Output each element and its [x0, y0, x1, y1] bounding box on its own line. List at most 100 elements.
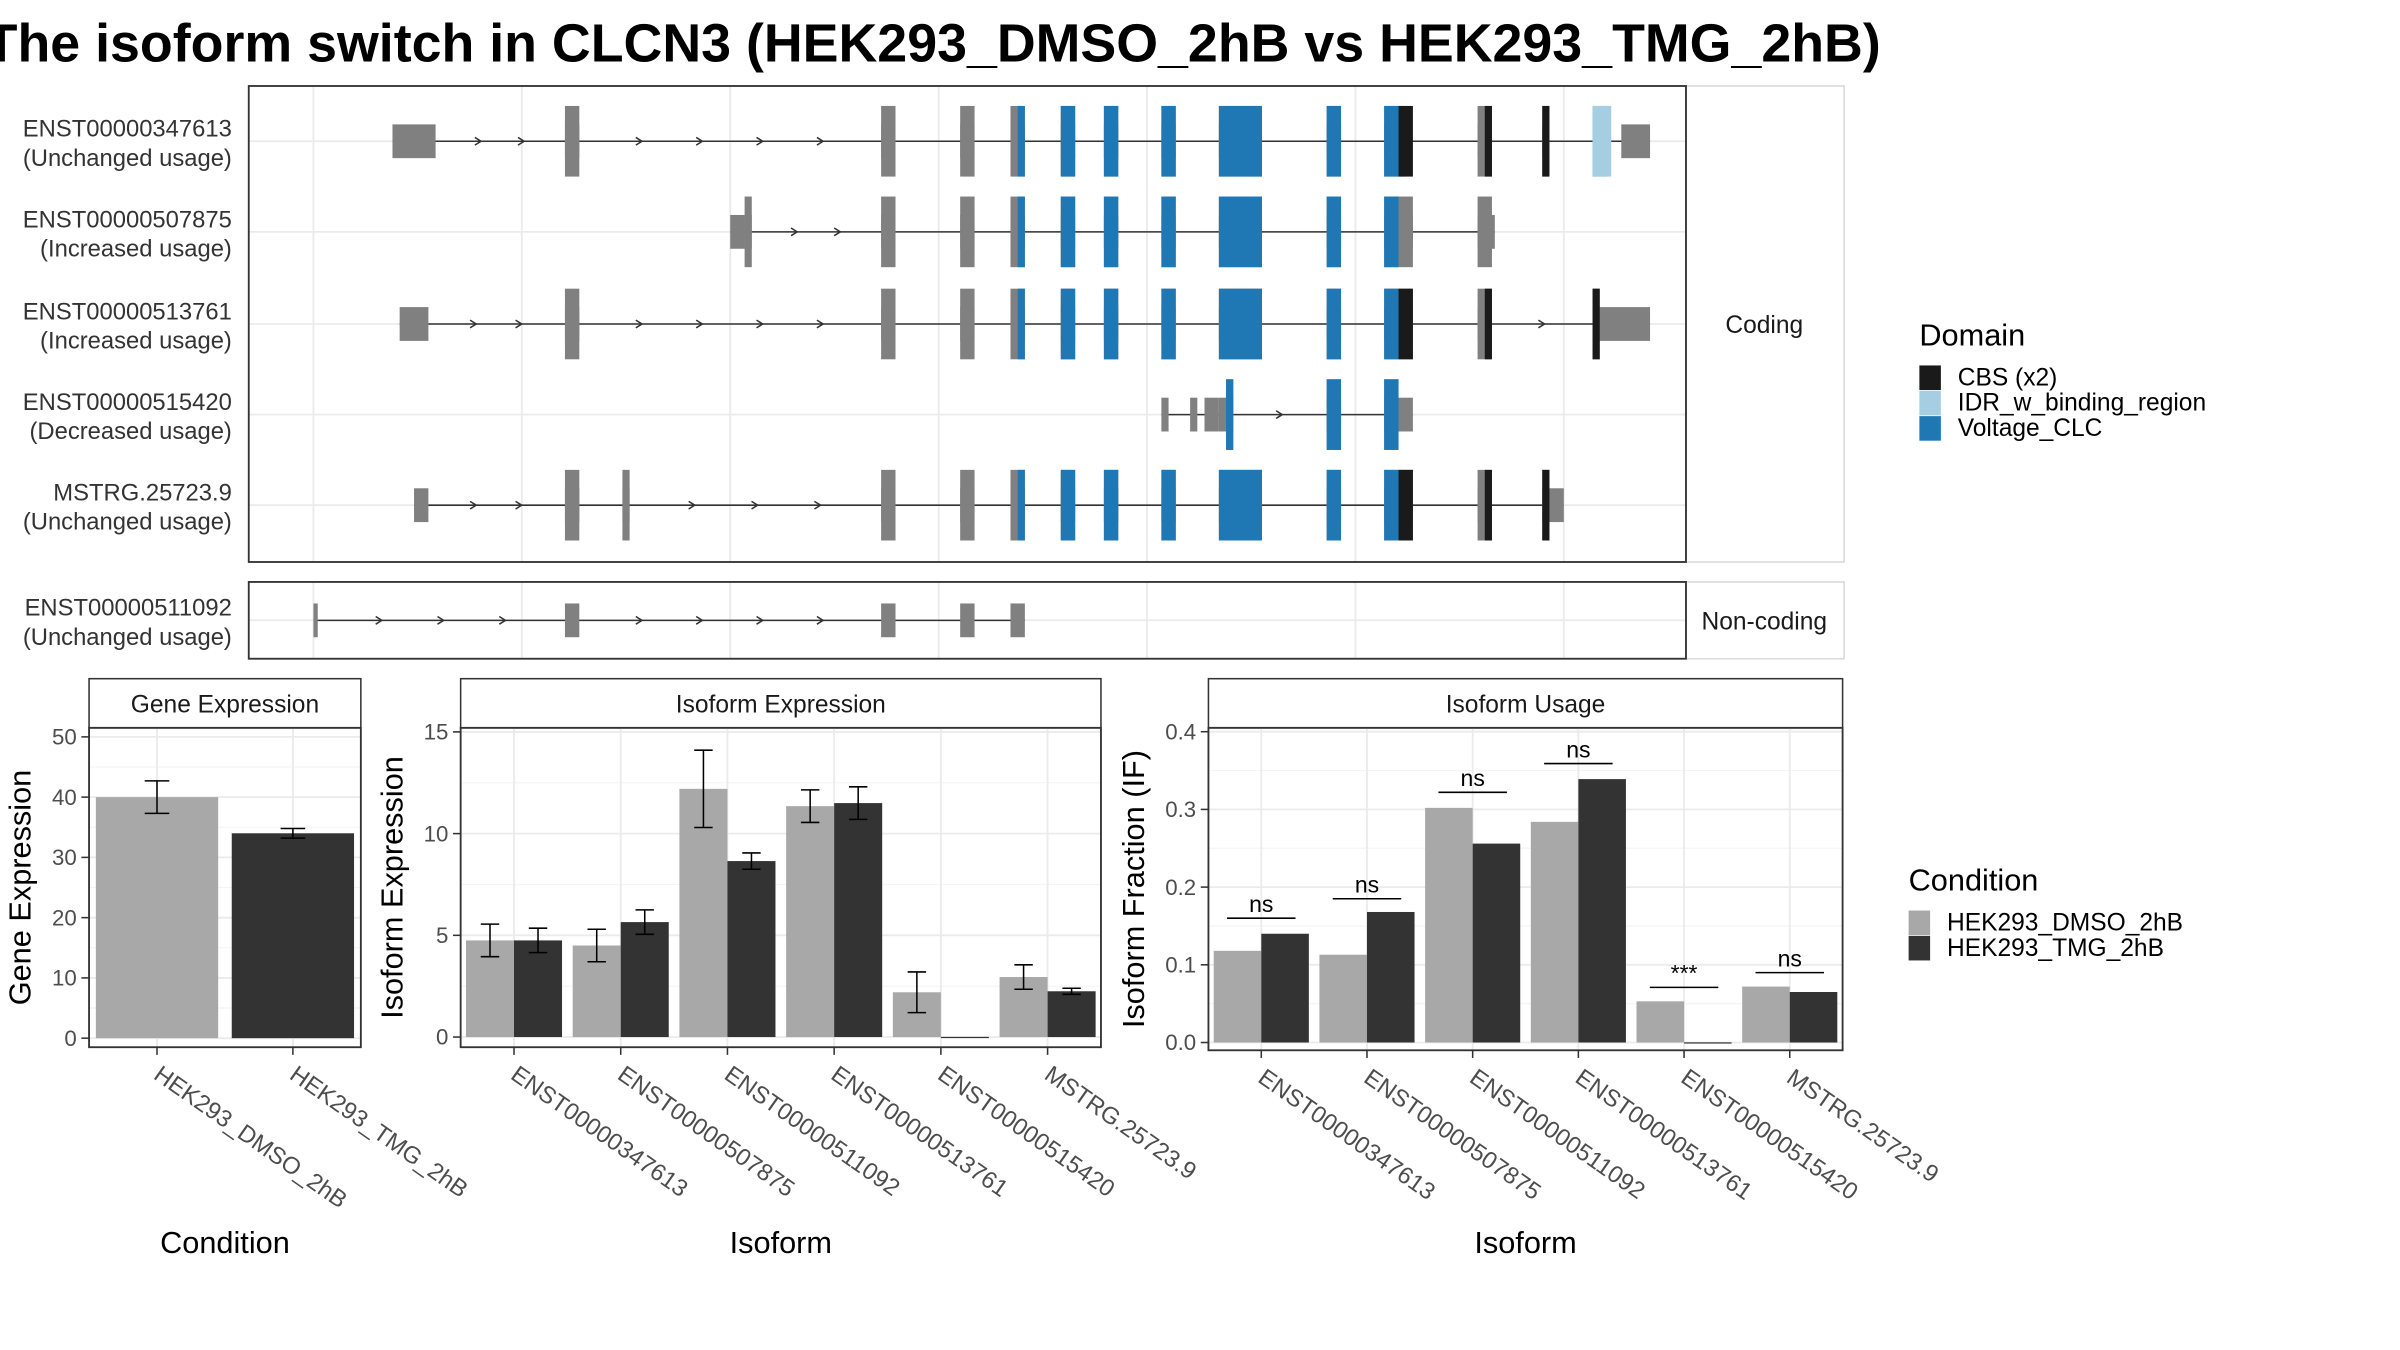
- domain-voltage: [1326, 196, 1342, 268]
- direction-arrow: [816, 615, 825, 625]
- facet-strip-label: Coding: [1725, 312, 1803, 339]
- significance-label: ns: [1355, 872, 1379, 898]
- y-axis-title: Isoform Expression: [374, 756, 409, 1019]
- domain-voltage: [1103, 288, 1119, 360]
- condition-legend-title: Condition: [1909, 863, 2039, 898]
- bar-tmg: [1047, 991, 1096, 1038]
- y-tick-label: 0: [64, 1026, 76, 1051]
- bar-tmg: [1366, 911, 1415, 1043]
- exon-cds: [881, 469, 896, 541]
- domain-voltage: [1218, 469, 1262, 541]
- significance-label: ns: [1778, 945, 1802, 971]
- direction-arrow: [1538, 319, 1547, 329]
- x-axis-title: Isoform: [1474, 1225, 1576, 1260]
- exon-utr: [1204, 397, 1219, 432]
- y-tick-label: 40: [52, 785, 77, 810]
- legends: Domain CBS (x2)IDR_w_binding_regionVoltag…: [1908, 317, 2206, 962]
- domain-voltage: [1161, 288, 1176, 360]
- y-axis-title: Gene Expression: [3, 770, 38, 1006]
- chart-panel-border: [459, 726, 1102, 1049]
- domain-voltage: [1326, 379, 1342, 450]
- direction-arrow: [517, 136, 526, 146]
- bar-chart-1: Isoform Expression051015ENST00000347613E…: [374, 677, 1201, 1260]
- domain-voltage: [1103, 469, 1119, 541]
- domain-voltage: [1384, 105, 1399, 177]
- transcript-id-label: ENST00000507875: [23, 206, 232, 233]
- x-tick-label: ENST00000347613: [506, 1061, 693, 1203]
- bar-tmg: [834, 803, 883, 1038]
- direction-arrow: [515, 500, 524, 510]
- domain-voltage: [1326, 288, 1342, 360]
- exon-utr: [313, 603, 318, 638]
- exon-utr: [414, 488, 429, 523]
- bar-chart-2: Isoform Usage ns ns ns ns *** ns 0.0 0.1 0.2 0.3 0.…: [1116, 677, 1943, 1260]
- y-tick-label: 15: [424, 720, 449, 745]
- bar-tmg: [514, 940, 563, 1038]
- x-axis-title: Condition: [160, 1225, 290, 1260]
- transcript-usage-label: (Unchanged usage): [23, 145, 232, 172]
- transcript-id-label: ENST00000511092: [25, 595, 232, 622]
- exon-cds: [960, 196, 975, 268]
- domain-voltage: [1218, 288, 1262, 360]
- bar-tmg: [1684, 1042, 1732, 1044]
- direction-arrow: [816, 136, 825, 146]
- exon-cds: [960, 288, 975, 360]
- domain-voltage: [1017, 105, 1025, 177]
- exon-cds: [1477, 196, 1492, 268]
- bar-tmg: [1789, 992, 1838, 1043]
- transcript-row: ENST00000347613(Unchanged usage): [23, 105, 1651, 177]
- transcript-id-label: MSTRG.25723.9: [53, 480, 232, 507]
- domain-legend-key-cbs: [1919, 365, 1941, 391]
- exon-utr: [960, 603, 975, 638]
- direction-arrow: [515, 319, 524, 329]
- transcript-usage-label: (Unchanged usage): [23, 624, 232, 651]
- chart-strip: [88, 677, 362, 729]
- transcript-usage-label: (Increased usage): [40, 235, 232, 262]
- domain-voltage: [1161, 469, 1176, 541]
- y-tick-label: 20: [52, 905, 77, 930]
- bar-dmso: [1636, 1001, 1685, 1043]
- exon-cds: [564, 288, 580, 360]
- domain-cbs: [1398, 288, 1413, 360]
- domain-voltage: [1326, 105, 1342, 177]
- bar-tmg: [1578, 779, 1626, 1043]
- exon-utr: [1190, 397, 1198, 432]
- direction-arrow: [751, 500, 760, 510]
- direction-arrow: [695, 319, 704, 329]
- domain-voltage: [1017, 288, 1025, 360]
- chart-strip: [1207, 677, 1844, 729]
- direction-arrow: [695, 136, 704, 146]
- direction-arrow: [816, 319, 825, 329]
- direction-arrow: [437, 615, 446, 625]
- direction-arrow: [756, 319, 765, 329]
- direction-arrow: [695, 615, 704, 625]
- domain-cbs: [1484, 469, 1492, 541]
- bar-dmso: [786, 806, 835, 1038]
- domain-cbs: [1542, 105, 1550, 177]
- x-tick-label: ENST00000507875: [1359, 1064, 1546, 1206]
- bar-tmg: [727, 861, 776, 1038]
- bar-tmg: [940, 1036, 989, 1039]
- domain-voltage: [1060, 105, 1076, 177]
- panel-border: [247, 581, 1687, 660]
- bar-dmso: [1742, 986, 1790, 1043]
- exon-cds: [881, 105, 896, 177]
- x-tick-label: ENST00000347613: [1253, 1064, 1440, 1206]
- exon-utr: [1010, 603, 1025, 638]
- direction-arrow: [1275, 410, 1284, 420]
- exon-cds: [960, 105, 975, 177]
- chart-panel-border: [88, 726, 362, 1049]
- domain-idr: [1592, 105, 1612, 177]
- condition-legend-label: HEK293_TMG_2hB: [1947, 935, 2164, 962]
- condition-legend-key-dmso: [1908, 910, 1931, 936]
- exon-utr: [564, 603, 580, 638]
- direction-arrow: [833, 227, 842, 237]
- condition-legend-label: HEK293_DMSO_2hB: [1947, 910, 2183, 937]
- bar-charts: Gene Expression01020304050HEK293_DMSO_2h…: [3, 677, 1943, 1260]
- transcript-row: MSTRG.25723.9(Unchanged usage): [23, 469, 1564, 541]
- exon-utr: [881, 603, 896, 638]
- direction-arrow: [814, 500, 823, 510]
- chart-panel-border: [1207, 726, 1844, 1052]
- domain-voltage: [1384, 379, 1399, 450]
- transcript-id-label: ENST00000513761: [23, 298, 232, 325]
